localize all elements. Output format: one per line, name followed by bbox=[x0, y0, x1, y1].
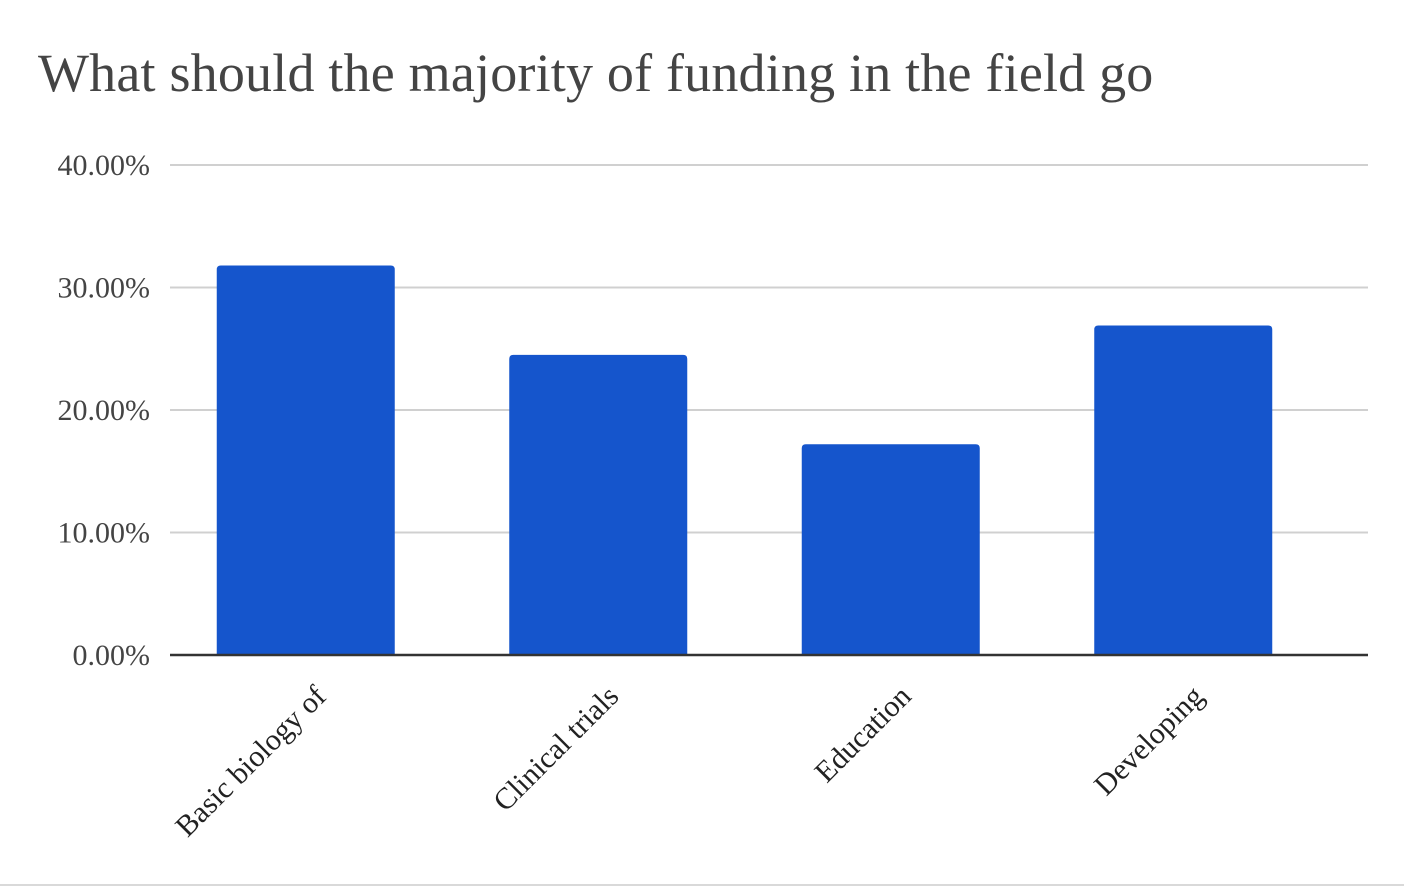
y-tick-label: 40.00% bbox=[58, 149, 151, 182]
y-tick-label: 0.00% bbox=[73, 639, 151, 672]
x-tick-label: Developing bbox=[1088, 680, 1210, 802]
x-tick-label: Education bbox=[808, 680, 917, 789]
y-tick-label: 30.00% bbox=[58, 272, 151, 305]
bar bbox=[1094, 325, 1273, 655]
chart-title: What should the majority of funding in t… bbox=[38, 43, 1154, 103]
y-axis-tick-labels: 0.00% 10.00% 20.00% 30.00% 40.00% bbox=[58, 149, 151, 672]
y-tick-label: 20.00% bbox=[58, 394, 151, 427]
bar bbox=[509, 354, 688, 655]
y-tick-label: 10.00% bbox=[58, 517, 151, 550]
bars bbox=[216, 265, 1273, 655]
bar bbox=[801, 444, 980, 655]
bottom-divider bbox=[0, 884, 1404, 886]
x-axis-tick-labels: Basic biology of Clinical trials Education… bbox=[169, 680, 1210, 844]
bar bbox=[216, 265, 395, 655]
x-tick-label: Clinical trials bbox=[487, 680, 625, 818]
x-tick-label: Basic biology of bbox=[169, 680, 333, 844]
